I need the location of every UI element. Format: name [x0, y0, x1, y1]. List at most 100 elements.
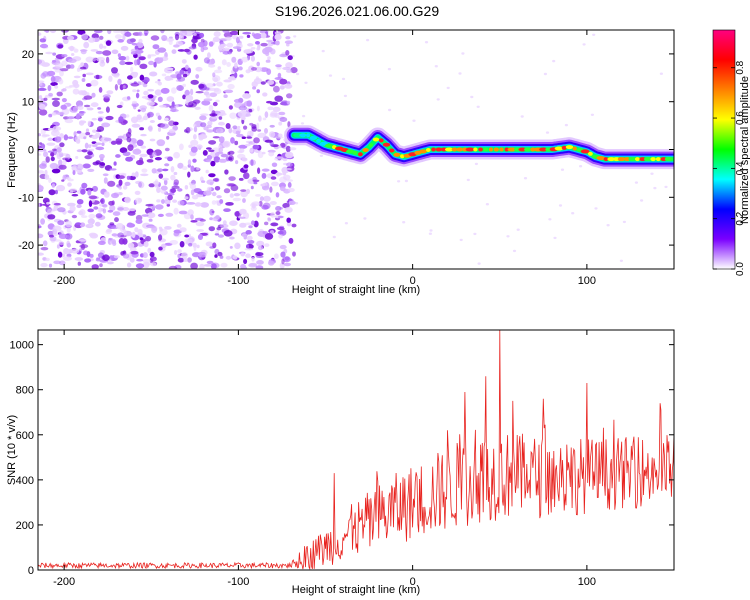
noise-cell	[164, 147, 170, 152]
noise-cell	[116, 104, 123, 109]
noise-cell	[388, 108, 392, 112]
noise-cell	[245, 143, 251, 147]
noise-cell	[83, 41, 90, 49]
noise-cell	[103, 177, 108, 184]
noise-cell	[228, 157, 233, 161]
noise-cell	[240, 104, 245, 111]
y-tick-label: -20	[18, 240, 34, 252]
noise-cell	[218, 116, 223, 120]
noise-cell	[78, 239, 87, 242]
noise-cell	[256, 122, 260, 130]
noise-cell	[288, 200, 296, 205]
noise-cell	[130, 250, 139, 255]
noise-cell	[178, 210, 188, 215]
noise-cell	[145, 203, 154, 207]
noise-cell	[229, 30, 239, 36]
noise-cell	[89, 148, 95, 152]
noise-cell	[267, 40, 274, 47]
noise-cell	[246, 235, 253, 241]
noise-cell	[152, 44, 160, 50]
noise-cell	[203, 57, 210, 64]
noise-cell	[100, 199, 104, 203]
noise-cell	[112, 211, 121, 216]
noise-cell	[214, 233, 220, 236]
noise-cell	[124, 181, 131, 186]
noise-cell	[41, 62, 50, 67]
noise-cell	[261, 151, 266, 155]
noise-cell	[38, 32, 42, 36]
noise-cell	[147, 94, 154, 99]
noise-cell	[182, 73, 188, 78]
noise-cell	[118, 186, 122, 190]
noise-cell	[202, 150, 208, 156]
noise-cell	[39, 163, 47, 169]
noise-cell	[363, 217, 367, 220]
noise-cell	[173, 250, 178, 255]
x-tick-label: -100	[227, 576, 249, 588]
noise-cell	[239, 208, 247, 215]
noise-cell	[271, 181, 279, 187]
x-tick-label: -200	[53, 576, 75, 588]
noise-cell	[153, 61, 157, 68]
noise-cell	[51, 183, 56, 188]
noise-cell	[106, 228, 113, 233]
noise-cell	[177, 257, 185, 263]
noise-cell	[67, 35, 75, 41]
noise-cell	[136, 159, 144, 166]
noise-cell	[83, 136, 87, 140]
noise-cell	[516, 228, 520, 231]
ridge-peak-cell	[353, 150, 358, 155]
noise-cell	[332, 235, 336, 239]
noise-cell	[85, 132, 91, 136]
noise-cell	[212, 242, 217, 249]
ridge-peak-cell	[650, 157, 656, 162]
noise-cell	[187, 171, 191, 178]
noise-cell	[98, 35, 104, 40]
noise-cell	[78, 210, 84, 216]
noise-cell	[51, 97, 60, 101]
noise-cell	[262, 117, 267, 121]
noise-cell	[170, 166, 175, 173]
ridge-peak-cell	[580, 149, 590, 154]
noise-cell	[101, 142, 105, 147]
noise-cell	[252, 144, 260, 150]
noise-cell	[51, 168, 61, 174]
noise-cell	[155, 204, 164, 210]
noise-cell	[56, 184, 66, 192]
noise-cell	[132, 89, 137, 93]
noise-cell	[217, 66, 222, 70]
noise-cell	[139, 127, 145, 131]
noise-cell	[58, 159, 63, 166]
noise-cell	[126, 136, 132, 143]
noise-cell	[251, 220, 255, 226]
ridge-peak-cell	[603, 157, 609, 162]
noise-cell	[286, 43, 290, 47]
ridge-peak-cell	[612, 157, 621, 162]
noise-cell	[122, 151, 131, 157]
noise-cell	[203, 264, 212, 267]
noise-cell	[241, 136, 246, 139]
noise-cell	[284, 168, 292, 171]
noise-cell	[268, 151, 275, 157]
noise-cell	[112, 30, 122, 34]
noise-cell	[286, 69, 292, 73]
noise-cell	[59, 68, 69, 72]
noise-cell	[96, 257, 101, 260]
noise-cell	[238, 215, 242, 219]
noise-cell	[260, 81, 266, 85]
noise-cell	[139, 63, 148, 69]
noise-cell	[207, 120, 213, 126]
noise-cell	[159, 105, 167, 108]
noise-cell	[48, 189, 56, 196]
noise-cell	[148, 183, 155, 188]
noise-cell	[86, 107, 94, 111]
noise-cell	[113, 255, 120, 259]
spectrogram-noise	[38, 30, 668, 269]
noise-cell	[91, 264, 99, 269]
noise-cell	[157, 127, 162, 132]
noise-cell	[88, 213, 96, 219]
noise-cell	[278, 145, 282, 149]
noise-cell	[209, 208, 215, 216]
noise-cell	[560, 168, 565, 171]
noise-cell	[161, 199, 165, 204]
